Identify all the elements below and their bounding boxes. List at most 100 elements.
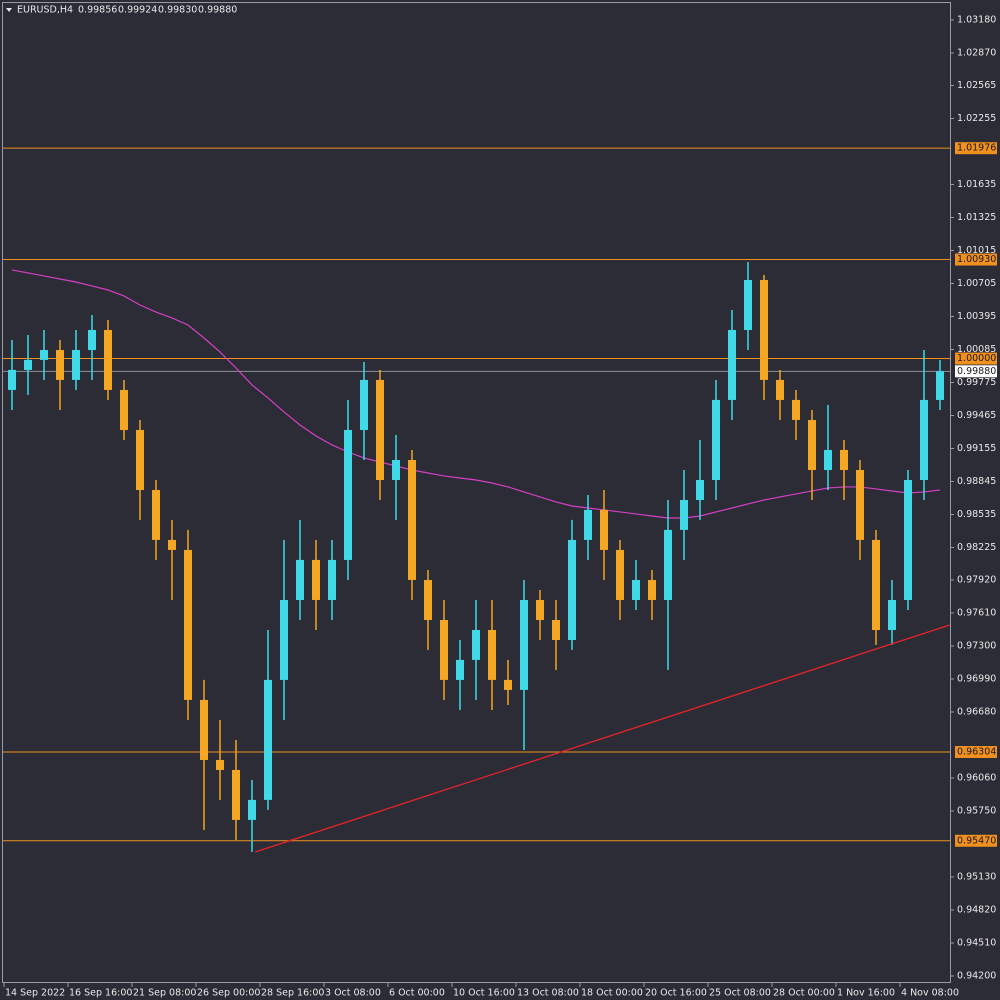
y-tick-label: 1.02255	[957, 113, 996, 124]
candle-body	[664, 529, 672, 600]
level-label: 1.01976	[957, 143, 996, 154]
y-tick-label: 0.96680	[957, 706, 996, 717]
y-tick-label: 0.96990	[957, 673, 996, 684]
level-label-box	[955, 142, 997, 155]
y-tick-label: 0.95750	[957, 805, 996, 816]
level-label-box	[955, 745, 997, 758]
candle-body	[808, 419, 816, 470]
quote-high: 0.99924	[118, 5, 157, 16]
candle-body	[424, 579, 432, 620]
menu-arrow[interactable]	[6, 8, 12, 12]
candle-body	[936, 371, 944, 400]
level-label: 1.00000	[957, 353, 996, 364]
level-label: 1.00930	[957, 254, 996, 265]
y-tick-label: 0.94200	[957, 970, 996, 981]
quote-low: 0.99830	[158, 5, 197, 16]
y-tick-label: 0.97610	[957, 607, 996, 618]
y-tick-label: 0.99775	[957, 377, 996, 388]
candle-body	[184, 549, 192, 700]
candle-body	[568, 539, 576, 641]
candle-body	[88, 330, 96, 351]
candle-body	[152, 490, 160, 540]
trendline	[254, 624, 950, 853]
candle-body	[360, 379, 368, 430]
candle-body	[248, 799, 256, 820]
candle-body	[72, 350, 80, 380]
candle-body	[520, 599, 528, 690]
candle-body	[440, 619, 448, 680]
y-tick-label: 0.98845	[957, 476, 996, 487]
candle-body	[840, 449, 848, 470]
y-tick-label: 1.00705	[957, 278, 996, 289]
y-tick-label: 0.99465	[957, 410, 996, 421]
candle-body	[552, 619, 560, 641]
candle-body	[408, 459, 416, 580]
x-tick-label: 10 Oct 16:00	[453, 988, 515, 999]
candle-body	[168, 539, 176, 550]
quote-close: 0.99880	[198, 5, 237, 16]
y-tick-label: 0.97920	[957, 574, 996, 585]
quote-open: 0.99856	[78, 5, 117, 16]
candle-body	[344, 429, 352, 560]
candle-body	[312, 559, 320, 600]
x-tick-label: 13 Oct 08:00	[517, 988, 579, 999]
candle-body	[792, 399, 800, 420]
candle-body	[104, 330, 112, 390]
candle-body	[504, 679, 512, 690]
level-label: 0.96304	[957, 746, 996, 757]
candle-body	[536, 599, 544, 620]
y-tick-label: 1.00085	[957, 344, 996, 355]
y-tick-label: 1.01015	[957, 245, 996, 256]
x-tick-label: 28 Oct 00:00	[773, 988, 835, 999]
level-label-box	[955, 352, 997, 365]
candle-body	[40, 350, 48, 360]
candle-body	[776, 379, 784, 400]
candle-body	[8, 369, 16, 390]
candle-body	[904, 480, 912, 600]
x-tick-label: 3 Oct 08:00	[325, 988, 381, 999]
candle-body	[232, 769, 240, 820]
candle-body	[136, 429, 144, 491]
candle-body	[872, 539, 880, 630]
x-tick-label: 16 Sep 16:00	[69, 988, 132, 999]
moving-average	[11, 269, 941, 519]
candle-body	[200, 699, 208, 760]
y-tick-label: 1.03180	[957, 15, 996, 26]
y-tick-label: 1.01635	[957, 179, 996, 190]
current-price-label: 0.99880	[957, 366, 996, 377]
x-tick-label: 26 Sep 00:00	[197, 988, 260, 999]
x-tick-label: 6 Oct 00:00	[389, 988, 445, 999]
x-tick-label: 14 Sep 2022	[5, 988, 65, 999]
x-tick-label: 20 Oct 16:00	[645, 988, 707, 999]
y-tick-label: 0.99155	[957, 443, 996, 454]
candle-body	[696, 480, 704, 501]
y-tick-label: 0.98225	[957, 542, 996, 553]
candle-body	[280, 599, 288, 680]
candle-body	[632, 579, 640, 600]
candle-body	[888, 599, 896, 630]
y-tick-label: 0.94510	[957, 937, 996, 948]
x-tick-label: 28 Sep 16:00	[261, 988, 324, 999]
candle-body	[488, 629, 496, 680]
candle-body	[856, 469, 864, 540]
plot-frame	[2, 2, 951, 983]
candle-body	[264, 679, 272, 800]
y-tick-label: 0.94820	[957, 904, 996, 915]
candle-body	[120, 389, 128, 430]
candle-body	[584, 509, 592, 540]
level-label: 0.95470	[957, 835, 996, 846]
symbol: EURUSD,H4	[17, 5, 73, 16]
candle-body	[456, 659, 464, 680]
x-tick-label: 18 Oct 00:00	[581, 988, 643, 999]
x-tick-label: 4 Nov 08:00	[901, 988, 959, 999]
y-tick-label: 0.98535	[957, 509, 996, 520]
x-tick-label: 1 Nov 16:00	[837, 988, 895, 999]
candle-body	[392, 459, 400, 481]
y-tick-label: 0.97300	[957, 640, 996, 651]
candle-body	[680, 500, 688, 530]
x-tick-label: 21 Sep 08:00	[133, 988, 196, 999]
candle-body	[920, 399, 928, 481]
y-tick-label: 1.02870	[957, 48, 996, 59]
